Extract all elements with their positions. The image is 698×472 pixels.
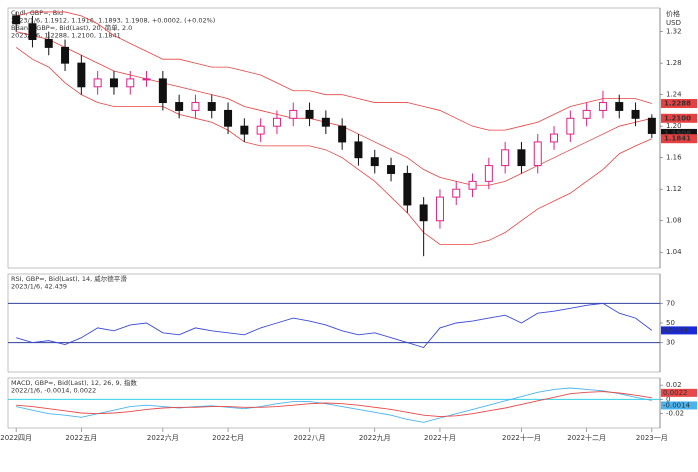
candle-body [93,78,102,88]
candle-body [224,109,233,127]
x-tick-label: 2022七月 [212,433,244,442]
candle-body [175,102,184,111]
candle-body [387,165,396,174]
price-tag-label: 1.2288 [664,99,691,107]
price-tag [661,128,697,138]
candle-body [12,15,21,25]
candle-body [647,117,656,134]
x-tick-label: 2022八月 [294,434,326,442]
price-tag-label: 1.2100 [664,114,691,122]
candle-body [61,46,70,64]
y-tick-label: 1.24 [666,91,682,99]
candle-body [109,78,118,88]
legend-text: 2023/1/6, 42.439 [11,283,67,291]
candle-body [598,102,607,111]
candle-body [631,109,640,119]
candle-body [370,157,379,167]
x-tick-label: 2022十月 [424,433,456,442]
y-tick-label: 1.32 [666,28,682,36]
value-tag [661,388,697,397]
candle-body [305,109,314,119]
y-tick-label: -0.02 [666,410,684,418]
x-tick-label: 2023一月 [636,434,668,442]
y-tick-label: 1.04 [666,248,682,256]
candle-body [191,102,200,111]
value-tag [661,326,697,335]
price-tag [661,134,697,144]
candle-body [77,62,86,88]
candle-body [256,125,265,135]
y-tick-label: 0.02 [666,381,682,389]
pane-frame [7,273,661,373]
candle-body [272,117,281,127]
legend-text: MACD, GBP=, Bid(Last), 12, 26, 9, 指数 [11,378,137,387]
x-tick-label: 2022十二月 [567,433,606,442]
legend-text: BBand, GBP=, Bid(Last), 20, 简单, 2.0 [11,23,132,32]
candle-body [517,149,526,167]
y-tick-label: 0 [666,395,670,403]
value-tag-label: 0.0022 [663,389,688,397]
value-tag [661,401,697,410]
legend-text: 2022/1/6, -0.0014, 0.0022 [11,387,96,395]
x-tick-label: 2022六月 [147,433,179,442]
candle-body [321,117,330,127]
price-tag [661,113,697,123]
band-lower [15,47,653,245]
candle-body [468,180,477,190]
y-tick-label: 50 [666,319,675,327]
legend-text: Cndl, GBP=, Bid [11,9,63,17]
candle-body [338,125,347,143]
candle-body [28,23,37,41]
candle-body [419,204,428,222]
candle-body [403,172,412,206]
candle-body [158,78,167,104]
candle-body [354,141,363,159]
axis-label: 价格 [666,9,680,18]
y-tick-label: 1.12 [666,185,682,193]
legend-text: RSI, GBP=, Bid(Last), 14, 威尔德平滑 [11,274,127,283]
y-tick-label: 70 [666,299,675,307]
candle-body [207,102,216,111]
candle-body [566,117,575,135]
x-tick-label: 2022十一月 [502,433,541,442]
candle-body [615,102,624,111]
legend-text: 2023/1/6, 1.1912, 1.1916, 1.1893, 1.1908… [11,17,215,25]
pane-frame [7,7,661,269]
candle-body [582,109,591,119]
candle-body [240,125,249,135]
y-tick-label: 1.08 [666,217,682,225]
price-tag-label: 1.1908 [664,129,691,137]
candle-body [289,109,298,119]
candle-body [452,188,461,198]
y-tick-label: 1.28 [666,59,682,67]
x-tick-label: 2022九月 [359,433,391,442]
candle-body [550,133,559,143]
y-tick-label: 30 [666,339,675,347]
y-tick-label: 1.16 [666,154,682,162]
band-middle [16,31,652,186]
price-tag-label: 1.1841 [664,135,691,143]
candle-body [44,39,53,48]
series-line [16,387,652,423]
candle-body [142,78,151,81]
value-tag-label: -0.0014 [663,401,691,409]
candle-body [484,165,493,182]
x-tick-label: 2022四月 [0,434,32,442]
band-upper [16,11,652,131]
candle-body [435,196,444,222]
series-line [16,302,653,349]
x-tick-label: 2022五月 [65,434,97,442]
axis-label: USD [666,19,681,27]
y-tick-label: 1.20 [666,122,682,130]
candle-body [501,149,510,167]
price-tag [661,98,697,108]
candle-body [126,78,135,88]
candle-body [533,141,542,167]
series-line [16,391,652,418]
value-tag-label: 42.439 [663,326,688,334]
legend-text: 2023/1/6, 1.2288, 1.2100, 1.1841 [11,32,121,40]
